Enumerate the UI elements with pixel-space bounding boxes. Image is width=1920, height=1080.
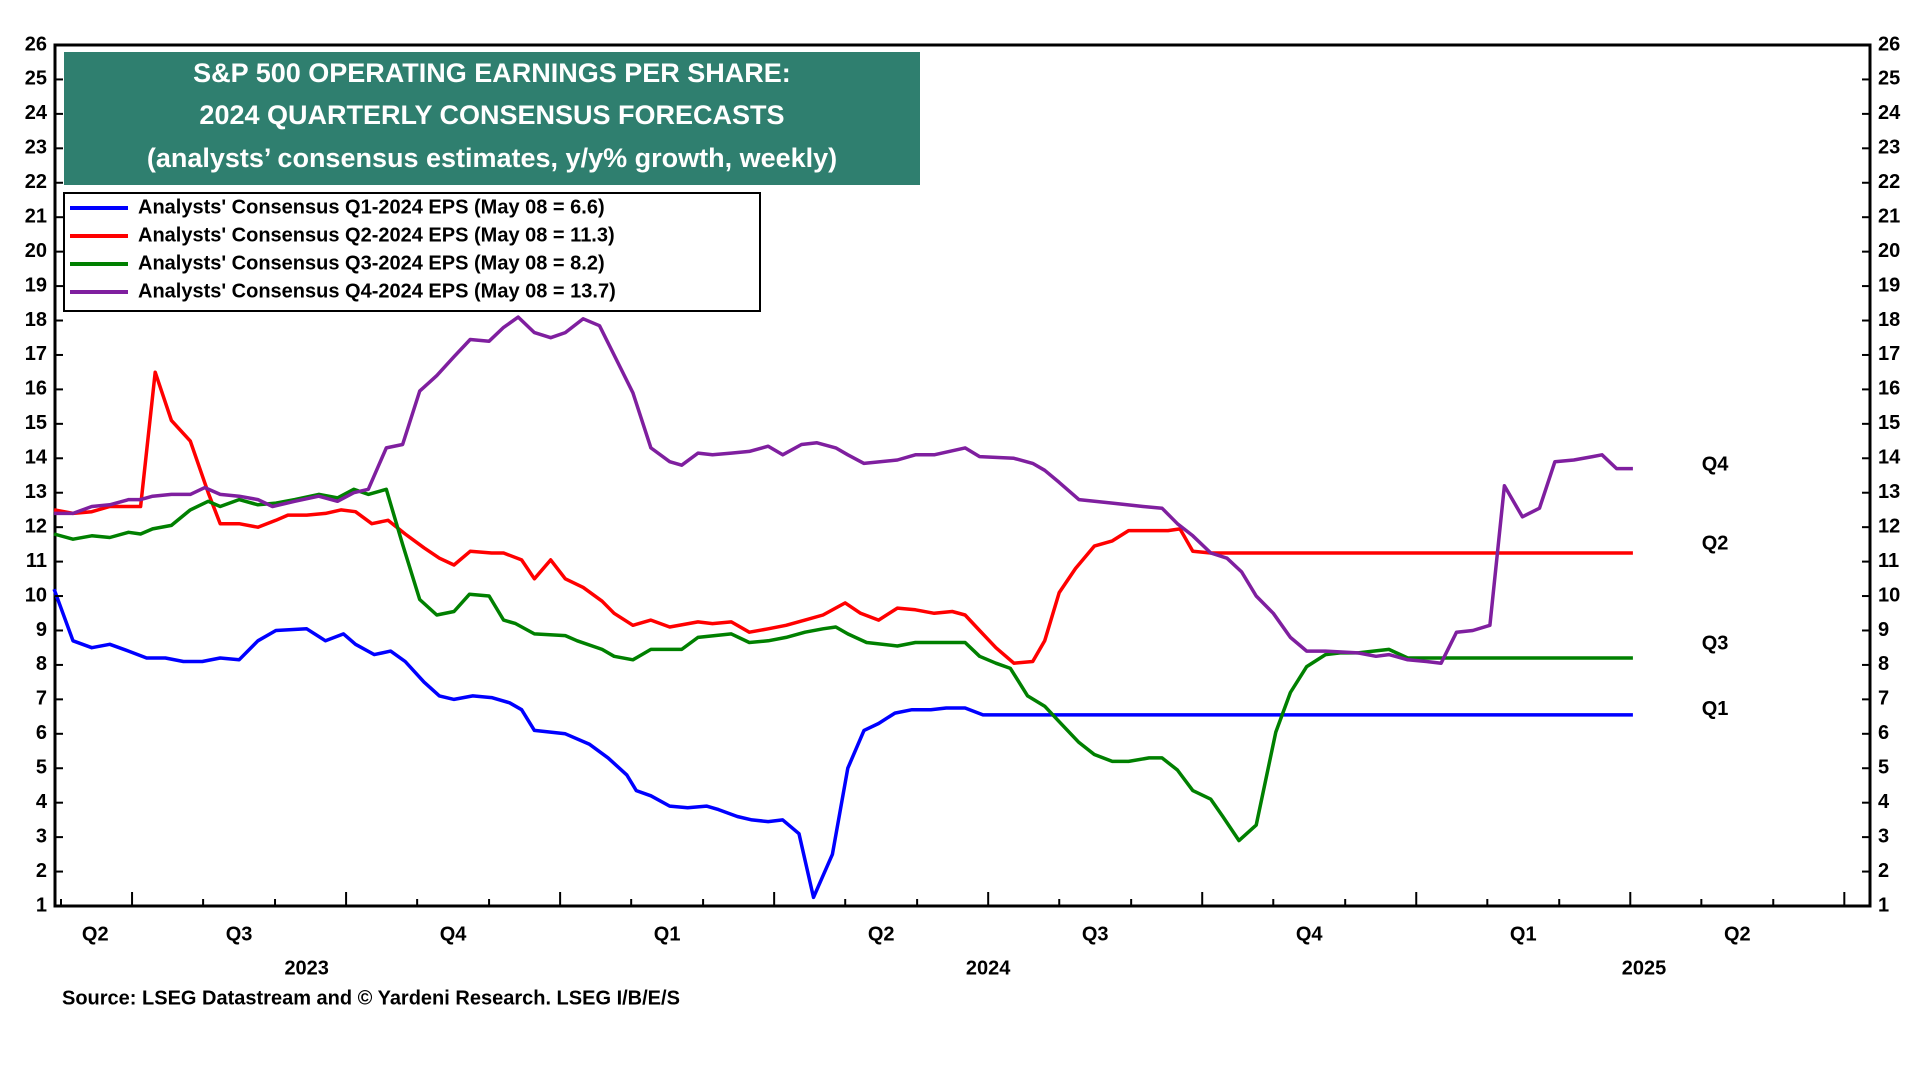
quarter-label: Q2 [82, 923, 109, 945]
y2-tick-label: 5 [1878, 757, 1889, 779]
y-tick-label: 7 [36, 688, 47, 710]
title-box [64, 52, 920, 185]
y2-tick-label: 16 [1878, 378, 1900, 400]
y2-tick-label: 20 [1878, 240, 1900, 262]
y-tick-label: 26 [25, 33, 47, 55]
chart-title: S&P 500 OPERATING EARNINGS PER SHARE: [193, 58, 791, 88]
chart-title: 2024 QUARTERLY CONSENSUS FORECASTS [199, 100, 784, 130]
y-tick-label: 25 [25, 68, 47, 90]
y2-tick-label: 15 [1878, 412, 1900, 434]
y2-tick-label: 12 [1878, 515, 1900, 537]
quarter-label: Q3 [226, 923, 253, 945]
quarter-label: Q2 [868, 923, 895, 945]
y-tick-label: 13 [25, 481, 47, 503]
y-tick-label: 11 [26, 550, 47, 572]
y-tick-label: 24 [25, 102, 48, 124]
y2-tick-label: 7 [1878, 688, 1889, 710]
y-tick-label: 6 [36, 722, 47, 744]
y2-tick-label: 9 [1878, 619, 1889, 641]
series-line [53, 370, 1633, 665]
y2-tick-label: 19 [1878, 274, 1900, 296]
year-label: 2023 [284, 957, 329, 979]
legend-label: Analysts' Consensus Q4-2024 EPS (May 08 … [138, 280, 616, 302]
y2-tick-label: 13 [1878, 481, 1900, 503]
y2-tick-label: 4 [1878, 791, 1890, 813]
y-tick-label: 9 [36, 619, 47, 641]
y-tick-label: 2 [36, 860, 47, 882]
y-tick-label: 4 [36, 791, 48, 813]
y-tick-label: 18 [25, 309, 47, 331]
y-tick-label: 8 [36, 653, 47, 675]
annotation: Q2 [1702, 533, 1729, 555]
annotation: Q1 [1702, 698, 1729, 720]
quarter-label: Q3 [1082, 923, 1109, 945]
y-tick-label: 12 [25, 515, 47, 537]
y-tick-label: 20 [25, 240, 47, 262]
annotation: Q4 [1702, 453, 1730, 475]
quarter-label: Q4 [1296, 923, 1324, 945]
y2-tick-label: 23 [1878, 137, 1900, 159]
y2-tick-label: 24 [1878, 102, 1901, 124]
legend-box [63, 192, 761, 312]
plot-frame [53, 43, 1872, 908]
y2-tick-label: 14 [1878, 447, 1901, 469]
year-label: 2025 [1622, 957, 1667, 979]
y-tick-label: 22 [25, 171, 47, 193]
source-note: Source: LSEG Datastream and © Yardeni Re… [62, 987, 680, 1009]
y2-tick-label: 25 [1878, 68, 1900, 90]
y2-tick-label: 21 [1878, 205, 1900, 227]
y-tick-label: 17 [25, 343, 47, 365]
legend-label: Analysts' Consensus Q1-2024 EPS (May 08 … [138, 196, 605, 218]
chart-title: (analysts’ consensus estimates, y/y% gro… [147, 143, 837, 173]
marks [52, 315, 1633, 900]
y-tick-label: 16 [25, 378, 47, 400]
y-tick-label: 21 [25, 205, 47, 227]
year-label: 2024 [966, 957, 1011, 979]
y2-tick-label: 8 [1878, 653, 1889, 675]
y2-tick-label: 3 [1878, 825, 1889, 847]
series-line [52, 588, 1633, 900]
y2-tick-label: 10 [1878, 584, 1900, 606]
y2-tick-label: 6 [1878, 722, 1889, 744]
annotation: Q3 [1702, 633, 1729, 655]
y-tick-label: 3 [36, 825, 47, 847]
quarter-label: Q1 [1510, 923, 1537, 945]
y2-tick-label: 22 [1878, 171, 1900, 193]
quarter-label: Q1 [654, 923, 681, 945]
series-line [54, 315, 1633, 665]
quarter-label: Q4 [440, 923, 468, 945]
y-tick-label: 23 [25, 137, 47, 159]
y-tick-label: 1 [36, 894, 47, 916]
y2-tick-label: 17 [1878, 343, 1900, 365]
y-tick-label: 10 [25, 584, 47, 606]
y-tick-label: 5 [36, 757, 47, 779]
y-tick-label: 15 [25, 412, 47, 434]
y-tick-label: 14 [25, 447, 48, 469]
y2-tick-label: 1 [1878, 894, 1889, 916]
y-tick-label: 19 [25, 274, 47, 296]
y2-tick-label: 11 [1878, 550, 1899, 572]
legend-label: Analysts' Consensus Q3-2024 EPS (May 08 … [138, 252, 605, 274]
legend-label: Analysts' Consensus Q2-2024 EPS (May 08 … [138, 224, 615, 246]
y2-tick-label: 2 [1878, 860, 1889, 882]
y2-tick-label: 26 [1878, 33, 1900, 55]
quarter-label: Q2 [1724, 923, 1751, 945]
y2-tick-label: 18 [1878, 309, 1900, 331]
